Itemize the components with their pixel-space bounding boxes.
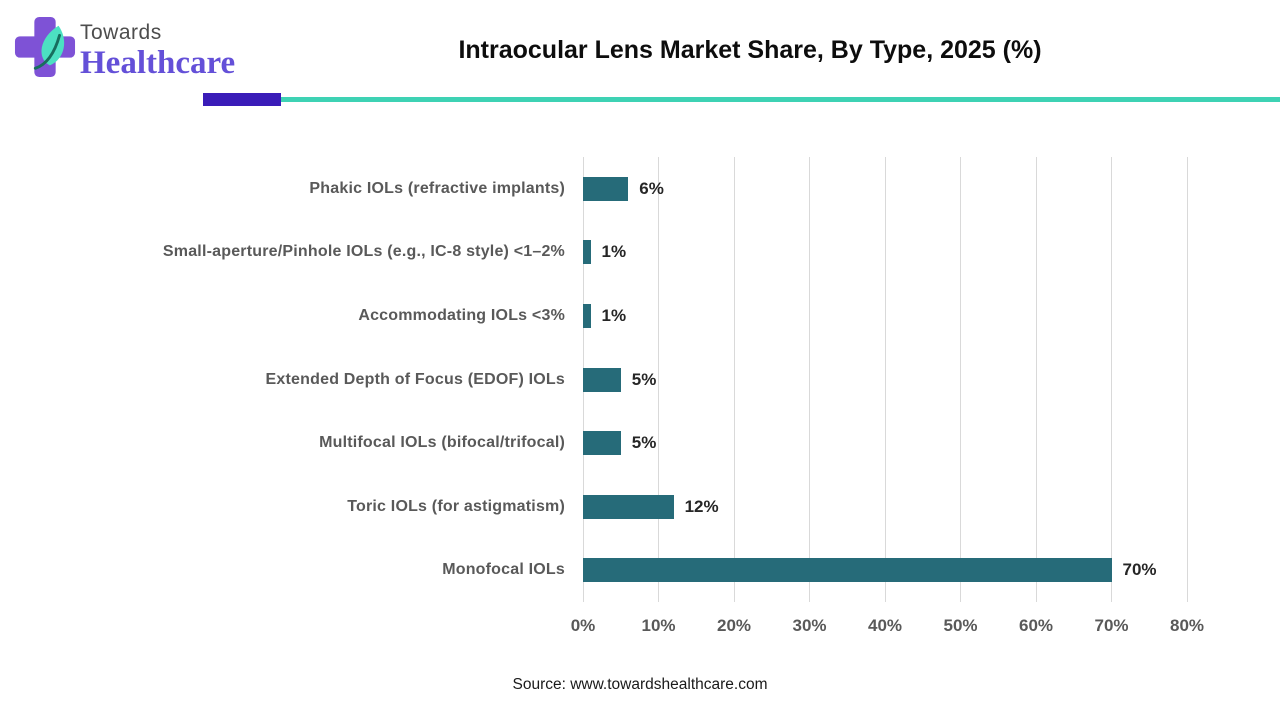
bar [583, 431, 621, 456]
bar-row: Extended Depth of Focus (EDOF) IOLs 5% [0, 348, 1187, 412]
x-axis: 0% 10% 20% 30% 40% 50% 60% 70% 80% [571, 612, 1204, 642]
bar-value-label: 1% [601, 242, 627, 262]
bar [583, 303, 591, 328]
bar-value-label: 70% [1122, 560, 1157, 580]
category-label: Extended Depth of Focus (EDOF) IOLs [265, 370, 565, 388]
gridline [658, 157, 659, 602]
bar-track: 12% [583, 494, 1187, 519]
header-rule-teal [281, 97, 1280, 102]
gridline [1111, 157, 1112, 602]
bar-row: Phakic IOLs (refractive implants) 6% [0, 157, 1187, 221]
x-tick-label: 80% [1169, 616, 1205, 635]
bar-row: Toric IOLs (for astigmatism) 12% [0, 475, 1187, 539]
bar-row: Multifocal IOLs (bifocal/trifocal) 5% [0, 411, 1187, 475]
x-tick-label: 60% [1018, 616, 1054, 635]
gridline [884, 157, 886, 602]
category-label: Phakic IOLs (refractive implants) [309, 179, 565, 197]
category-label: Small-aperture/Pinhole IOLs (e.g., IC-8 … [162, 243, 565, 261]
bar-value-label: 12% [684, 496, 719, 516]
gridline [960, 157, 961, 602]
category-label: Toric IOLs (for astigmatism) [347, 497, 565, 515]
x-tick-label: 70% [1094, 616, 1129, 635]
category-label: Monofocal IOLs [442, 561, 565, 579]
source-text: Source: www.towardshealthcare.com [512, 676, 768, 693]
bar [583, 558, 1112, 583]
bar-value-label: 5% [631, 369, 657, 389]
bar-track: 1% [583, 303, 1187, 328]
bar [583, 240, 591, 265]
x-tick-label: 40% [867, 616, 903, 635]
bar-value-label: 1% [601, 305, 627, 325]
bar [583, 367, 621, 392]
x-tick-label: 30% [792, 616, 827, 635]
logo-cross-leaf-icon [14, 16, 76, 78]
bar-rows: Phakic IOLs (refractive implants) 6% Small… [0, 157, 1187, 602]
bar-track: 5% [583, 431, 1187, 456]
category-label: Multifocal IOLs (bifocal/trifocal) [319, 434, 565, 452]
bar-track: 1% [583, 240, 1187, 265]
bar-track: 5% [583, 367, 1187, 392]
bar-row: Accommodating IOLs <3% 1% [0, 284, 1187, 348]
logo-healthcare-label: Healthcare [80, 45, 236, 81]
x-tick-label: 0% [570, 616, 596, 635]
brand-logo: Towards Healthcare [14, 14, 235, 80]
bar-track: 70% [583, 558, 1187, 583]
bar-chart: Phakic IOLs (refractive implants) 6% Small… [0, 157, 1188, 602]
x-tick-label: 10% [641, 616, 676, 635]
bar [583, 176, 629, 201]
gridline [1186, 157, 1188, 602]
bar [583, 494, 674, 519]
category-label: Accommodating IOLs <3% [358, 306, 565, 324]
x-tick-label: 50% [943, 616, 978, 635]
gridline [809, 157, 810, 602]
x-tick-label: 20% [716, 616, 752, 635]
logo-text: Towards Healthcare [80, 14, 235, 80]
bar-value-label: 6% [639, 178, 664, 198]
bar-row: Monofocal IOLs 70% [0, 538, 1187, 602]
chart-title: Intraocular Lens Market Share, By Type, … [458, 36, 1042, 64]
bar-value-label: 5% [631, 433, 657, 453]
gridline [733, 157, 735, 602]
bar-track: 6% [583, 176, 1187, 201]
bar-row: Small-aperture/Pinhole IOLs (e.g., IC-8 … [0, 221, 1187, 285]
gridline [1035, 157, 1037, 602]
logo-towards-label: Towards [80, 21, 162, 44]
header-rule-purple [203, 93, 281, 106]
